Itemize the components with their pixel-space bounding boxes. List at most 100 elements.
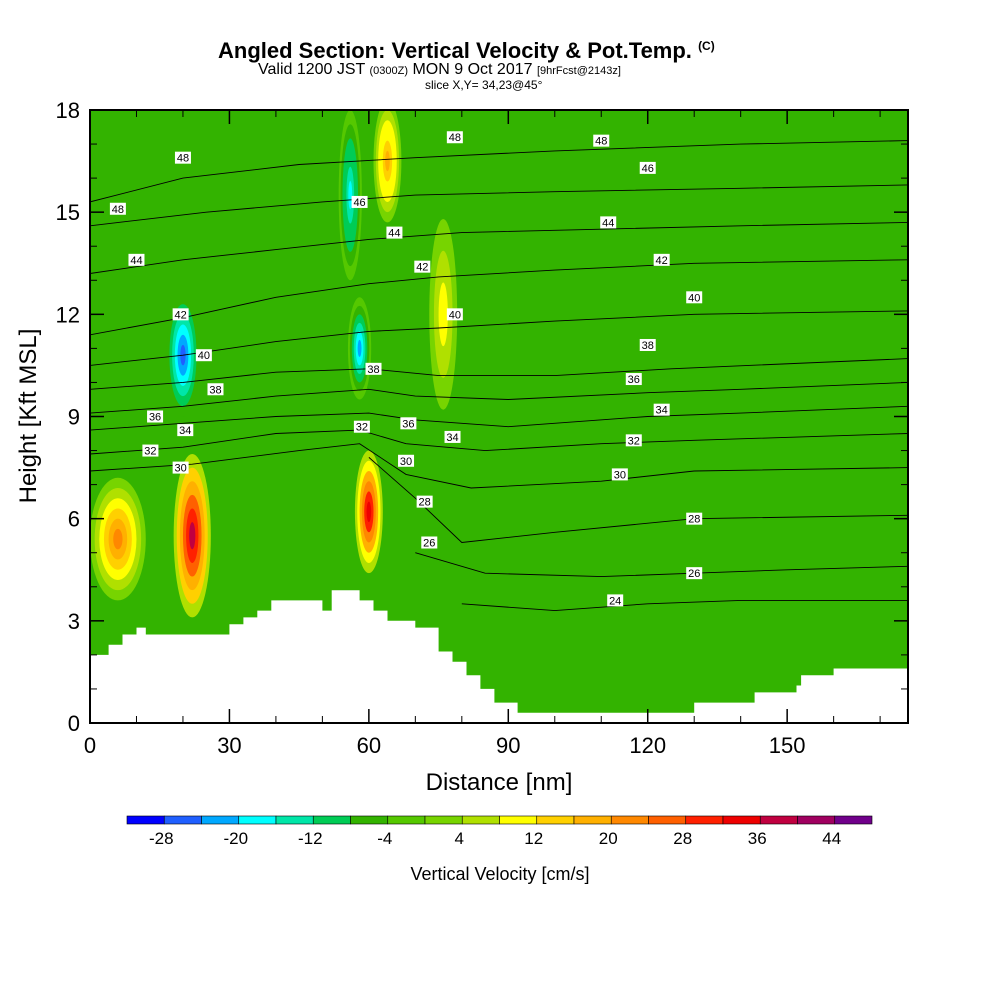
theta-label-box [174, 151, 191, 164]
theta-label: 42 [656, 255, 668, 267]
theta-label: 28 [688, 514, 700, 526]
theta-label: 44 [602, 217, 614, 229]
colorbar-swatch [573, 815, 612, 825]
theta-labels: 48 48 44 42 40 38 36 34 32 30 46 44 42 40 38 36 34 32 30 28… [109, 131, 703, 607]
velocity-cell-5-5 [357, 339, 362, 357]
theta-label: 34 [446, 432, 458, 444]
theta-label: 26 [423, 538, 435, 550]
theta-label-box [142, 444, 159, 457]
theta-label: 32 [144, 446, 156, 458]
theta-label-box [600, 216, 617, 229]
plot-background [90, 110, 908, 723]
theta-label: 44 [388, 228, 400, 240]
theta-label-box [686, 567, 703, 580]
colorbar-swatch [648, 815, 687, 825]
colorbar-swatch [685, 815, 724, 825]
chart-subtitle: Valid 1200 JST (0300Z) MON 9 Oct 2017 [9… [258, 61, 621, 79]
theta-label-box [416, 495, 433, 508]
theta-label: 38 [209, 384, 221, 396]
theta-label-box [639, 161, 656, 174]
colorbar-tick-label: 28 [673, 829, 692, 848]
theta-label: 48 [449, 132, 461, 144]
theta-label: 38 [367, 364, 379, 376]
theta-label: 36 [402, 418, 414, 430]
colorbar-tick-label: -20 [223, 829, 248, 848]
colorbar-swatch [759, 815, 798, 825]
x-tick-label: 0 [84, 733, 96, 758]
theta-label: 30 [175, 463, 187, 475]
colorbar-swatch [238, 815, 277, 825]
theta-label-box [625, 373, 642, 386]
terrain-mask [90, 590, 908, 723]
theta-label-box [686, 291, 703, 304]
valid-fcst: [9hrFcst@2143z] [536, 65, 621, 77]
colorbar-tick-label: -4 [377, 829, 392, 848]
theta-label: 42 [416, 262, 428, 274]
chart-title-mark: (C) [698, 39, 715, 53]
colorbar-swatch [461, 815, 500, 825]
colorbar-tick-label: 44 [822, 829, 841, 848]
y-tick-label: 6 [68, 507, 80, 532]
velocity-cell-7-5 [440, 298, 446, 331]
theta-contour-24 [461, 599, 908, 612]
theta-label-box [686, 512, 703, 525]
theta-label: 48 [595, 136, 607, 148]
colorbar-tick-label: 36 [748, 829, 767, 848]
x-tick-label: 30 [217, 733, 241, 758]
theta-label: 34 [656, 405, 668, 417]
theta-contour-46 [90, 184, 908, 227]
theta-label: 28 [419, 497, 431, 509]
velocity-cell-6-5 [385, 150, 390, 172]
theta-label: 36 [628, 374, 640, 386]
theta-label: 42 [175, 309, 187, 321]
colorbar-swatch [387, 815, 426, 825]
theta-label: 46 [642, 163, 654, 175]
theta-label-box [421, 536, 438, 549]
theta-label-box [400, 417, 417, 430]
theta-contour-30 [90, 443, 908, 489]
theta-label-box [172, 461, 189, 474]
x-tick-label: 120 [629, 733, 666, 758]
theta-label-box [398, 454, 415, 467]
y-tick-label: 18 [56, 98, 80, 123]
theta-label: 40 [688, 292, 700, 304]
colorbar-swatch [126, 815, 165, 825]
colorbar-tick-label: 4 [455, 829, 464, 848]
theta-contour-26 [415, 552, 908, 578]
theta-label-box [172, 308, 189, 321]
theta-label: 32 [628, 435, 640, 447]
colorbar-swatch [424, 815, 463, 825]
theta-label-box [386, 226, 403, 239]
colorbar-swatch [350, 815, 389, 825]
chart-title-main: Angled Section: Vertical Velocity & Pot.… [218, 38, 692, 63]
theta-label: 36 [149, 412, 161, 424]
theta-contour-44 [90, 221, 908, 274]
theta-contour-42 [90, 259, 908, 336]
theta-label: 48 [112, 204, 124, 216]
chart-title: Angled Section: Vertical Velocity & Pot.… [218, 38, 715, 64]
valid-zone: (0300Z) [369, 65, 409, 77]
theta-label-box [653, 253, 670, 266]
velocity-cell-0-5 [189, 522, 196, 550]
colorbar-swatch [536, 815, 575, 825]
colorbar-tick-label: -12 [298, 829, 323, 848]
y-tick-label: 3 [68, 609, 80, 634]
valid-prefix: Valid 1200 JST [258, 61, 366, 78]
colorbar: -28 -20 -12 -4 4 12 20 28 36 44 [126, 815, 873, 848]
theta-label-box [444, 430, 461, 443]
theta-label: 44 [130, 255, 142, 267]
theta-label-box [446, 131, 463, 144]
colorbar-swatch [201, 815, 240, 825]
colorbar-tick-label: -28 [149, 829, 174, 848]
theta-label-box [639, 338, 656, 351]
theta-label-box [607, 594, 624, 607]
y-tick-label: 15 [56, 200, 80, 225]
colorbar-swatch [834, 815, 873, 825]
theta-label: 30 [614, 469, 626, 481]
theta-label-box [207, 383, 224, 396]
theta-label-box [353, 420, 370, 433]
y-tick-label: 12 [56, 302, 80, 327]
theta-label: 48 [177, 153, 189, 165]
theta-label-box [365, 362, 382, 375]
